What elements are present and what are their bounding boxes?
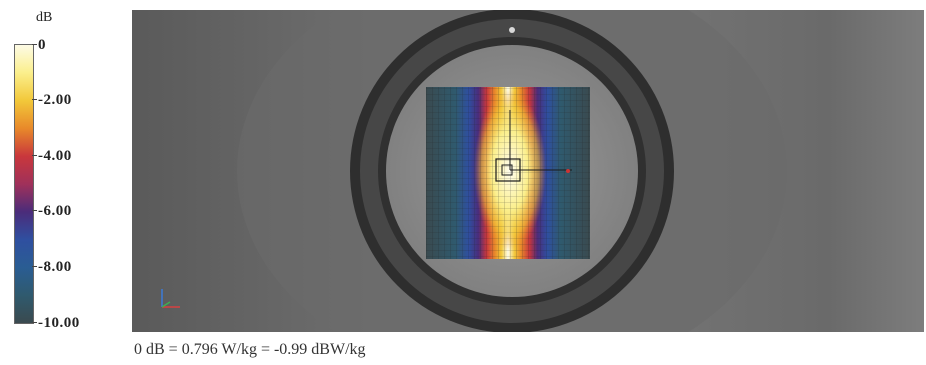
sar-measurement-area: [426, 87, 590, 259]
legend-tick-4: -8.00: [32, 259, 72, 275]
sar-scene: [132, 10, 924, 332]
ring-marker-dot: [509, 27, 515, 33]
measurement-grid: [426, 87, 590, 259]
legend-tick-2: -4.00: [32, 148, 72, 164]
legend-tick-5: -10.00: [32, 315, 80, 331]
peak-location-inner-marker: [501, 164, 513, 176]
legend-unit-label: dB: [36, 10, 53, 25]
color-legend: dB 0 -2.00 -4.00 -6.00 -8.00 -10.00: [0, 0, 120, 340]
reference-level-caption: 0 dB = 0.796 W/kg = -0.99 dBW/kg: [134, 341, 366, 358]
reference-point-dot: [566, 169, 570, 173]
legend-tick-1: -2.00: [32, 92, 72, 108]
legend-tick-0: 0: [32, 37, 46, 53]
color-scale-bar: [14, 44, 34, 324]
coordinate-axes-icon: [161, 289, 180, 308]
sar-3d-viewport[interactable]: [132, 10, 924, 332]
legend-tick-3: -6.00: [32, 203, 72, 219]
peak-location-marker: [495, 158, 521, 182]
